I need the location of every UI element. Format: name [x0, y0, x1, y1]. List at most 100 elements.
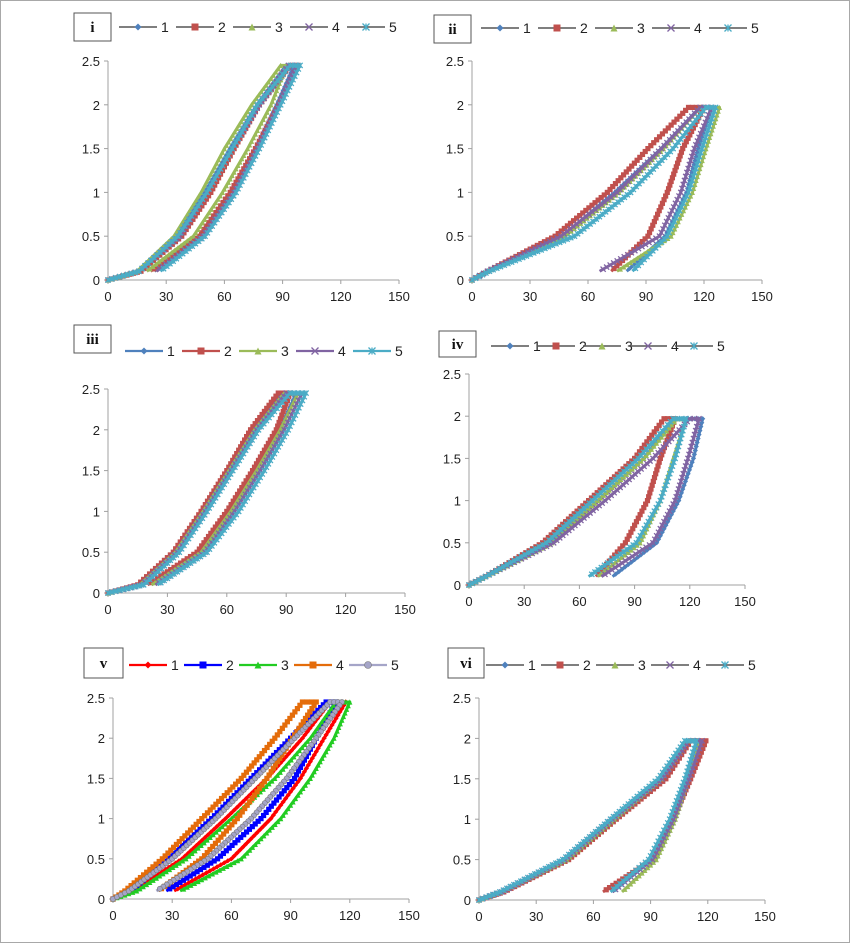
data-point — [632, 463, 638, 469]
y-tick-label: 1 — [98, 812, 105, 827]
data-point — [273, 749, 280, 756]
y-tick-label: 2.5 — [87, 691, 105, 706]
data-point — [304, 699, 310, 705]
data-point — [510, 881, 518, 888]
data-point — [190, 557, 197, 564]
data-point — [665, 519, 671, 525]
data-point — [276, 419, 282, 426]
data-point — [628, 529, 634, 535]
data-point — [692, 447, 698, 454]
data-point — [560, 521, 566, 527]
data-point — [605, 568, 612, 576]
data-point — [268, 75, 274, 82]
data-point — [521, 876, 528, 883]
data-point — [221, 186, 227, 192]
data-point — [683, 139, 689, 145]
data-point — [199, 877, 205, 883]
data-point — [264, 744, 270, 751]
data-point — [645, 233, 651, 239]
data-point — [288, 405, 294, 411]
data-point — [702, 104, 709, 111]
data-point — [672, 200, 679, 207]
data-point — [311, 752, 317, 758]
data-point — [234, 451, 240, 457]
data-point — [687, 177, 693, 184]
data-point — [259, 782, 265, 788]
data-point — [697, 165, 703, 172]
legend-label: 1 — [523, 20, 531, 36]
data-point — [656, 459, 662, 465]
series-3 — [105, 390, 301, 596]
data-point — [199, 220, 205, 226]
data-point — [632, 265, 639, 272]
data-point — [664, 511, 671, 518]
data-point — [177, 566, 184, 573]
data-point — [233, 166, 239, 172]
panel-label: vi — [460, 656, 472, 672]
data-point — [199, 203, 205, 209]
data-point — [299, 699, 306, 705]
data-point — [577, 513, 584, 520]
data-point — [157, 579, 164, 586]
data-point — [691, 145, 698, 152]
data-point — [637, 512, 643, 518]
data-point — [238, 775, 244, 781]
chart-panel-ii: ii 0 30 60 90 120 150 0 0.5 1 1.5 2 2.5 1 2 3 4 5 — [433, 14, 773, 304]
data-point — [340, 713, 347, 720]
data-point — [482, 269, 489, 277]
data-point — [208, 530, 214, 536]
data-point — [137, 874, 144, 881]
data-point — [699, 737, 706, 744]
data-point — [646, 435, 652, 442]
data-point — [653, 215, 659, 221]
data-point — [617, 468, 623, 475]
data-point — [265, 79, 272, 85]
data-point — [580, 503, 586, 509]
data-point — [695, 169, 702, 176]
data-point — [642, 241, 649, 248]
data-point — [195, 845, 201, 851]
data-point — [591, 568, 599, 576]
data-point — [193, 515, 200, 521]
data-point — [678, 149, 685, 155]
data-point — [254, 789, 260, 795]
data-point — [292, 795, 299, 802]
data-point — [215, 837, 221, 843]
data-point — [624, 251, 631, 258]
data-point — [247, 142, 253, 148]
legend-entry-4: 4 — [294, 657, 344, 673]
x-tick-label: 0 — [475, 909, 482, 924]
data-point — [280, 812, 286, 818]
data-point — [227, 787, 233, 793]
data-point — [659, 200, 666, 206]
data-point — [252, 146, 259, 152]
data-point — [265, 818, 271, 825]
data-point — [567, 234, 574, 241]
data-point — [635, 515, 641, 521]
data-point — [697, 753, 703, 759]
x-tick-label: 90 — [279, 602, 293, 617]
data-point — [679, 211, 685, 217]
data-point — [678, 490, 685, 496]
data-point — [654, 540, 660, 546]
data-point — [681, 177, 688, 184]
data-point — [690, 455, 697, 461]
data-point — [603, 887, 609, 893]
data-point — [331, 735, 337, 741]
data-point — [291, 754, 297, 760]
data-point — [234, 125, 240, 131]
data-point — [597, 487, 603, 493]
data-point — [643, 452, 649, 458]
data-point — [641, 442, 648, 448]
data-point — [589, 503, 595, 509]
data-point — [686, 161, 693, 168]
data-point — [212, 840, 219, 846]
data-point — [606, 479, 612, 485]
data-point — [622, 557, 629, 564]
data-point — [565, 231, 571, 237]
y-tick-label: 1 — [93, 504, 100, 519]
data-point — [686, 197, 692, 203]
data-point — [501, 262, 508, 269]
data-point — [277, 416, 284, 422]
data-point — [255, 818, 261, 824]
